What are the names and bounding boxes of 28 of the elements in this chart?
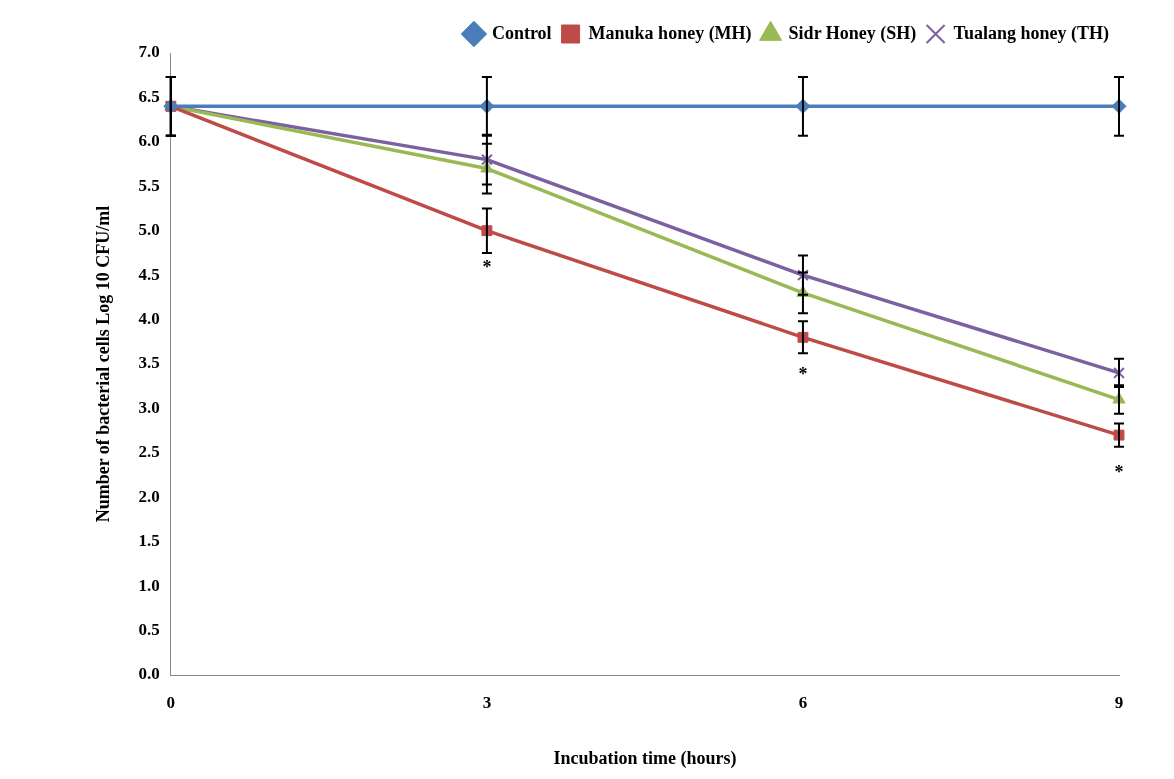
legend-label: Control	[491, 22, 552, 43]
y-tick-label: 3.5	[138, 353, 160, 373]
y-tick-label: 5.0	[138, 220, 160, 240]
x-tick-label: 3	[482, 692, 492, 712]
y-tick-label: 2.5	[138, 442, 160, 462]
legend-label: Manuka honey (MH)	[588, 22, 752, 44]
y-axis-title: Number of bacterial cells Log 10 CFU/ml	[93, 205, 114, 523]
y-tick-label: 1.5	[138, 531, 160, 551]
y-tick-label: 7.0	[138, 42, 160, 62]
x-tick-label: 0	[166, 692, 176, 712]
y-tick-label: 0.5	[138, 619, 160, 639]
y-tick-label: 5.5	[138, 175, 160, 195]
x-tick-label: 9	[1114, 692, 1124, 712]
y-tick-label: 0.0	[138, 664, 160, 684]
annotation: *	[1114, 461, 1124, 482]
y-tick-label: 4.0	[138, 308, 160, 328]
y-tick-label: 6.5	[138, 86, 160, 106]
legend-label: Sidr Honey (SH)	[788, 22, 917, 44]
annotation: *	[482, 257, 492, 278]
y-tick-label: 4.5	[138, 264, 160, 284]
y-tick-label: 1.0	[138, 575, 160, 595]
x-axis-title: Incubation time (hours)	[553, 747, 737, 769]
x-tick-label: 6	[798, 692, 808, 712]
y-tick-label: 6.0	[138, 131, 160, 151]
y-tick-label: 3.0	[138, 397, 160, 417]
legend-label: Tualang honey (TH)	[953, 22, 1110, 44]
y-tick-label: 2.0	[138, 486, 160, 506]
annotation: *	[798, 364, 808, 384]
